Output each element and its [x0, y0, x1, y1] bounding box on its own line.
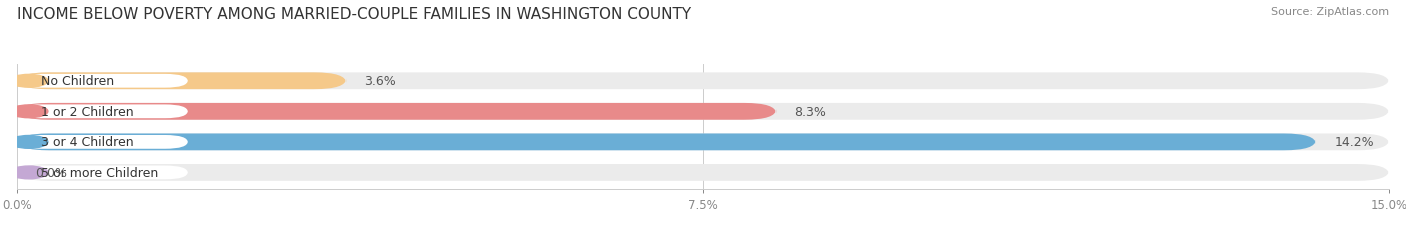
- FancyBboxPatch shape: [17, 103, 1389, 120]
- Circle shape: [10, 166, 48, 179]
- FancyBboxPatch shape: [18, 166, 188, 179]
- Circle shape: [10, 106, 48, 118]
- FancyBboxPatch shape: [18, 135, 188, 149]
- Text: 3 or 4 Children: 3 or 4 Children: [41, 136, 134, 149]
- Text: 8.3%: 8.3%: [794, 105, 827, 118]
- Circle shape: [10, 75, 48, 88]
- Text: INCOME BELOW POVERTY AMONG MARRIED-COUPLE FAMILIES IN WASHINGTON COUNTY: INCOME BELOW POVERTY AMONG MARRIED-COUPL…: [17, 7, 690, 22]
- FancyBboxPatch shape: [17, 73, 1389, 90]
- Text: 14.2%: 14.2%: [1334, 136, 1374, 149]
- Text: Source: ZipAtlas.com: Source: ZipAtlas.com: [1271, 7, 1389, 17]
- FancyBboxPatch shape: [17, 164, 1389, 181]
- FancyBboxPatch shape: [17, 73, 346, 90]
- Text: 1 or 2 Children: 1 or 2 Children: [41, 105, 134, 118]
- Text: 5 or more Children: 5 or more Children: [41, 166, 157, 179]
- FancyBboxPatch shape: [17, 134, 1316, 151]
- Circle shape: [10, 136, 48, 149]
- FancyBboxPatch shape: [18, 75, 188, 88]
- Text: 0.0%: 0.0%: [35, 166, 67, 179]
- FancyBboxPatch shape: [17, 103, 776, 120]
- Text: No Children: No Children: [41, 75, 114, 88]
- FancyBboxPatch shape: [18, 105, 188, 119]
- FancyBboxPatch shape: [17, 134, 1389, 151]
- Text: 3.6%: 3.6%: [364, 75, 396, 88]
